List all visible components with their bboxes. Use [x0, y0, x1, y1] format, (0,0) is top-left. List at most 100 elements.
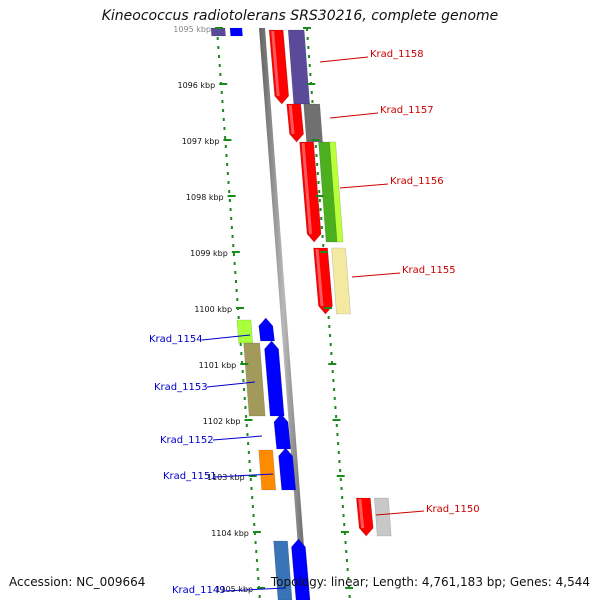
gene-label: Krad_1155 — [402, 265, 456, 276]
tick-label: 1101 kbp — [199, 361, 237, 370]
tick-label: 1098 kbp — [186, 193, 224, 202]
tick-mark — [345, 587, 354, 589]
ruler-dot — [348, 595, 351, 598]
protein-box-1155 — [331, 247, 351, 315]
tick-label: 1104 kbp — [211, 529, 249, 538]
protein-box-1158 — [287, 29, 311, 105]
ruler-dot — [334, 406, 337, 409]
gene-krad-1149 — [291, 538, 311, 600]
ruler-dot — [225, 154, 228, 157]
ruler-dot — [335, 424, 338, 427]
gene-krad-1153 — [264, 340, 285, 417]
ruler-dot — [234, 271, 237, 274]
ruler-dot — [234, 280, 237, 283]
ruler-dot — [340, 487, 343, 490]
tick-mark — [332, 419, 341, 421]
ruler-dot — [242, 379, 245, 382]
gene-leader-line — [212, 435, 263, 441]
ruler-dot — [335, 415, 338, 418]
ruler-dot — [254, 541, 257, 544]
ruler-dot — [344, 541, 347, 544]
tick-label: 1095 kbp — [173, 25, 211, 34]
ruler-dot — [249, 469, 252, 472]
gene-leader-line — [224, 587, 286, 592]
ruler-dot — [314, 145, 317, 148]
ruler-dot — [231, 235, 234, 238]
ruler-dot — [252, 514, 255, 517]
ruler-dot — [222, 118, 225, 121]
ruler-dot — [319, 208, 322, 211]
ruler-dot — [308, 55, 311, 58]
ruler-dot — [245, 415, 248, 418]
ruler-dot — [257, 577, 260, 580]
tick-mark — [244, 419, 253, 421]
ruler-dot — [327, 316, 330, 319]
ruler-dot — [310, 91, 313, 94]
ruler-dot — [320, 226, 323, 229]
tick-label: 1097 kbp — [182, 137, 220, 146]
gene-leader-line — [214, 473, 274, 478]
tick-label: 1103 kbp — [207, 473, 245, 482]
gene-leader-line — [319, 56, 369, 63]
tick-mark — [252, 531, 261, 533]
ruler-dot — [250, 487, 253, 490]
ruler-dot — [224, 136, 227, 139]
tick-label: 1100 kbp — [194, 305, 232, 314]
ruler-dot — [317, 181, 320, 184]
ruler-dot — [333, 397, 336, 400]
gene-label: Krad_1149 — [172, 585, 226, 596]
gene-leader-line — [206, 381, 256, 388]
tick-mark — [336, 475, 345, 477]
ruler-dot — [341, 505, 344, 508]
ruler-dot — [241, 361, 244, 364]
gene-krad-1155-shine — [315, 249, 324, 306]
tick-labels: 1095 kbp 1096 kbp 1097 kbp 1098 kbp 1099 kbp… — [173, 25, 354, 594]
genome-backbone — [259, 28, 309, 600]
protein-box-1151 — [258, 449, 277, 491]
gene-krad-1158 — [268, 29, 290, 105]
ruler-dot — [253, 523, 256, 526]
gene-leader-line — [375, 510, 425, 516]
ruler-dot — [227, 181, 230, 184]
ruler-dot — [339, 469, 342, 472]
ruler-dot — [220, 91, 223, 94]
ruler-dot — [316, 163, 319, 166]
tick-mark — [311, 139, 320, 141]
ruler-dot — [230, 217, 233, 220]
genome-summary: Topology: linear; Length: 4,761,183 bp; … — [270, 575, 590, 589]
gene-label: Krad_1153 — [154, 382, 208, 393]
ruler-dot — [233, 262, 236, 265]
ruler-dot — [228, 190, 231, 193]
ruler-dot — [318, 199, 321, 202]
ruler-dot — [318, 190, 321, 193]
gene-label: Krad_1154 — [149, 334, 203, 345]
gene-krad-1157-shine — [288, 105, 295, 134]
ruler-dot — [333, 388, 336, 391]
gene-labels: Krad_1158 Krad_1157 Krad_1156 Krad_1155 Krad… — [149, 49, 480, 596]
ruler-dot — [226, 163, 229, 166]
ruler-dot — [338, 460, 341, 463]
gene-krad-1156 — [299, 141, 322, 243]
ruler-dot — [218, 64, 221, 67]
tick-mark — [315, 195, 324, 197]
ruler-dot — [255, 550, 258, 553]
gene-label: Krad_1156 — [390, 176, 444, 187]
protein-box-1153 — [243, 342, 266, 417]
ruler-dot — [258, 595, 261, 598]
tick-label: 1102 kbp — [203, 417, 241, 426]
backbone — [259, 28, 309, 600]
protein-box-1154 — [236, 319, 254, 344]
tick-mark — [324, 307, 333, 309]
gene-krad-1155 — [313, 247, 333, 315]
tick-mark — [219, 83, 228, 85]
ruler-dot — [347, 577, 350, 580]
ruler-dot — [336, 433, 339, 436]
ruler-dot — [216, 37, 219, 40]
gene-krad-1156-shine — [301, 143, 313, 234]
ruler-dot — [321, 235, 324, 238]
ruler-dot — [337, 451, 340, 454]
protein-box-top — [210, 27, 226, 37]
ruler-dot — [315, 154, 318, 157]
ruler-dot — [346, 568, 349, 571]
